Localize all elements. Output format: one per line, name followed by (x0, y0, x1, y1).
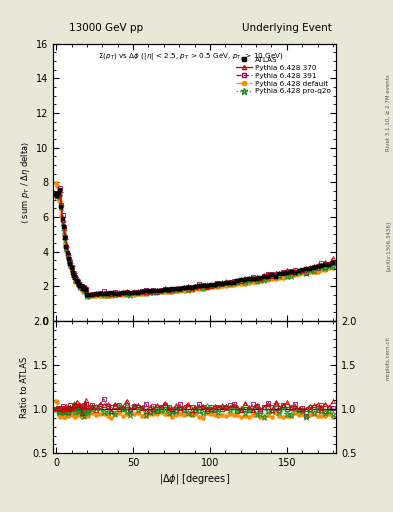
Text: Rivet 3.1.10, ≥ 2.7M events: Rivet 3.1.10, ≥ 2.7M events (386, 74, 391, 151)
Text: Underlying Event: Underlying Event (242, 23, 332, 33)
Y-axis label: $\langle$ sum $p_T$ / $\Delta\eta$ delta$\rangle$: $\langle$ sum $p_T$ / $\Delta\eta$ delta… (18, 141, 32, 224)
Text: mcplots.cern.ch: mcplots.cern.ch (386, 336, 391, 380)
Text: [arXiv:1306.3436]: [arXiv:1306.3436] (386, 221, 391, 271)
Y-axis label: Ratio to ATLAS: Ratio to ATLAS (20, 356, 29, 418)
Text: 13000 GeV pp: 13000 GeV pp (69, 23, 143, 33)
Legend: ATLAS, Pythia 6.428 370, Pythia 6.428 391, Pythia 6.428 default, Pythia 6.428 pr: ATLAS, Pythia 6.428 370, Pythia 6.428 39… (235, 55, 332, 96)
X-axis label: $|\Delta\phi|$ [degrees]: $|\Delta\phi|$ [degrees] (159, 472, 230, 486)
Text: $\Sigma(p_T)$ vs $\Delta\phi$ ($|\eta|$ < 2.5, $p_T$ > 0.5 GeV, $p_{T_1}$ > 10 G: $\Sigma(p_T)$ vs $\Delta\phi$ ($|\eta|$ … (98, 52, 284, 63)
